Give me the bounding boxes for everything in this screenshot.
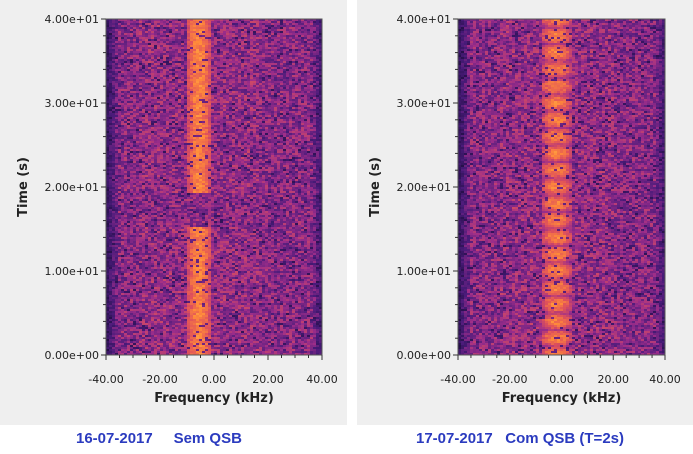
x-tick-label: -40.00 — [440, 373, 475, 386]
x-tick-label: 40.00 — [649, 373, 681, 386]
y-tick-label: 0.00e+00 — [397, 349, 451, 362]
y-tick-label: 3.00e+01 — [397, 97, 451, 110]
x-tick-label: -20.00 — [142, 373, 177, 386]
y-tick-label: 1.00e+01 — [45, 265, 99, 278]
x-tick-label: 0.00 — [549, 373, 574, 386]
x-tick-label: 0.00 — [202, 373, 227, 386]
spectrogram-chart-right: 0.00e+00 1.00e+01 2.00e+01 3.00e+01 4.00e+01… — [368, 13, 681, 406]
x-tick-label: -40.00 — [88, 373, 123, 386]
y-tick-label: 4.00e+01 — [45, 13, 99, 26]
y-tick-label: 3.00e+01 — [45, 97, 99, 110]
caption-right: 17-07-2017 Com QSB (T=2s) — [416, 430, 624, 447]
y-tick-label: 4.00e+01 — [397, 13, 451, 26]
x-axis-label: Frequency (kHz) — [154, 391, 274, 406]
y-tick-label: 0.00e+00 — [45, 349, 99, 362]
spectrogram-cells — [106, 19, 322, 355]
spectrogram-panel-left: 0.00e+00 1.00e+01 2.00e+01 3.00e+01 4.00e+01… — [0, 0, 347, 425]
spectrogram-panel-right: 0.00e+00 1.00e+01 2.00e+01 3.00e+01 4.00e+01… — [357, 0, 693, 425]
x-tick-label: 20.00 — [252, 373, 284, 386]
spectrogram-chart-left: 0.00e+00 1.00e+01 2.00e+01 3.00e+01 4.00e+01… — [16, 13, 338, 406]
y-axis-label: Time (s) — [16, 157, 31, 217]
y-tick-label: 2.00e+01 — [397, 181, 451, 194]
x-tick-label: 20.00 — [598, 373, 630, 386]
x-axis-label: Frequency (kHz) — [502, 391, 622, 406]
y-tick-label: 1.00e+01 — [397, 265, 451, 278]
x-tick-label: 40.00 — [306, 373, 338, 386]
spectrogram-cells — [458, 19, 665, 355]
y-tick-label: 2.00e+01 — [45, 181, 99, 194]
y-axis-label: Time (s) — [368, 157, 383, 217]
caption-left: 16-07-2017 Sem QSB — [76, 430, 242, 447]
x-tick-label: -20.00 — [492, 373, 527, 386]
